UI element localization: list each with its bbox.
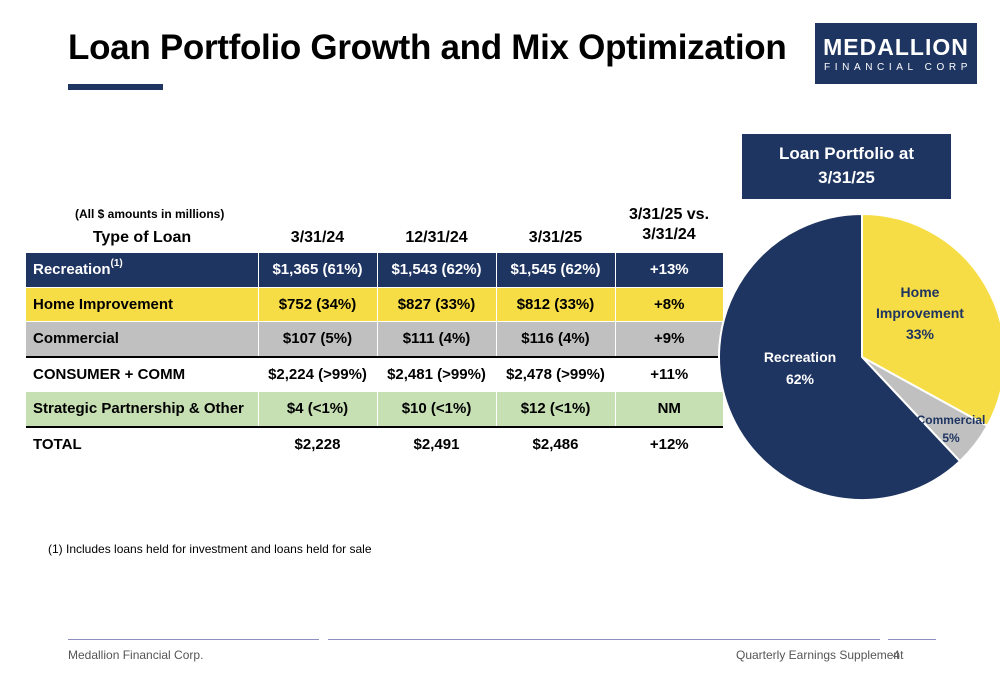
footer-divider-center: [328, 639, 880, 640]
cell-3-31-24: $2,224 (>99%): [258, 356, 378, 392]
cell-3-31-24: $2,228: [258, 426, 378, 461]
header-12-31-24: 12/31/24: [405, 229, 468, 246]
cell-12-31-24: $111 (4%): [377, 321, 497, 358]
cell-yoy-change: NM: [615, 391, 723, 428]
row-label: Recreation(1): [26, 253, 259, 288]
cell-3-31-25: $812 (33%): [496, 287, 616, 322]
table-row-consumer-comm: CONSUMER + COMM $2,224 (>99%) $2,481 (>9…: [26, 356, 723, 392]
row-label: TOTAL: [26, 426, 259, 461]
cell-3-31-25: $116 (4%): [496, 321, 616, 358]
row-label: Commercial: [26, 321, 259, 358]
cell-3-31-25: $2,486: [496, 426, 616, 461]
cell-12-31-24: $2,491: [377, 426, 497, 461]
header-yoy-line2: 3/31/24: [642, 226, 696, 243]
header-yoy-change: 3/31/25 vs. 3/31/24: [615, 205, 723, 245]
cell-3-31-25: $2,478 (>99%): [496, 356, 616, 392]
page-title: Loan Portfolio Growth and Mix Optimizati…: [68, 28, 787, 67]
cell-yoy-change: +12%: [615, 426, 723, 461]
cell-12-31-24: $1,543 (62%): [377, 253, 497, 288]
footnote: (1) Includes loans held for investment a…: [48, 542, 372, 556]
table-row-strategic-partnership: Strategic Partnership & Other $4 (<1%) $…: [26, 391, 723, 428]
cell-12-31-24: $2,481 (>99%): [377, 356, 497, 392]
logo-main-text: MEDALLION: [823, 34, 969, 60]
footer-divider-left: [68, 639, 319, 640]
pie-title-line2: 3/31/25: [818, 168, 875, 187]
row-label: Home Improvement: [26, 287, 259, 322]
units-note: (All $ amounts in millions): [75, 207, 225, 221]
cell-3-31-24: $4 (<1%): [258, 391, 378, 428]
row-label-text: Recreation: [33, 261, 111, 279]
table-row-recreation: Recreation(1) $1,365 (61%) $1,543 (62%) …: [26, 253, 723, 288]
cell-yoy-change: +9%: [615, 321, 723, 358]
cell-3-31-24: $107 (5%): [258, 321, 378, 358]
cell-12-31-24: $827 (33%): [377, 287, 497, 322]
cell-yoy-change: +13%: [615, 253, 723, 288]
header-yoy-line1: 3/31/25 vs.: [628, 206, 710, 223]
pie-title-line1: Loan Portfolio at: [778, 144, 915, 163]
pie-label-commercial-2: 5%: [942, 431, 960, 445]
header-3-31-25: 3/31/25: [528, 229, 583, 246]
title-underline: [68, 84, 163, 90]
cell-yoy-change: +8%: [615, 287, 723, 322]
header-type-of-loan: Type of Loan: [92, 229, 192, 246]
footer-divider-right: [888, 639, 936, 640]
cell-yoy-change: +11%: [615, 356, 723, 392]
pie-label-recreation-1: Recreation: [764, 349, 836, 365]
cell-3-31-24: $1,365 (61%): [258, 253, 378, 288]
pie-label-recreation-2: 62%: [786, 371, 815, 387]
cell-3-31-25: $1,545 (62%): [496, 253, 616, 288]
cell-3-31-25: $12 (<1%): [496, 391, 616, 428]
pie-label-commercial-1: Commercial: [917, 413, 986, 427]
row-label: Strategic Partnership & Other: [26, 391, 259, 428]
pie-slices: [718, 212, 1000, 501]
pie-label-home-1: Home: [901, 284, 940, 300]
pie-slice-recreation: [718, 212, 962, 501]
logo-sub-text: FINANCIAL CORP: [824, 62, 972, 73]
company-logo: MEDALLION FINANCIAL CORP: [815, 23, 977, 84]
table-row-commercial: Commercial $107 (5%) $111 (4%) $116 (4%)…: [26, 321, 723, 358]
table-row-home-improvement: Home Improvement $752 (34%) $827 (33%) $…: [26, 287, 723, 322]
loan-table: Recreation(1) $1,365 (61%) $1,543 (62%) …: [26, 253, 723, 461]
page-number: 4: [893, 648, 900, 662]
cell-12-31-24: $10 (<1%): [377, 391, 497, 428]
pie-slice-home-improvement: [861, 212, 1000, 428]
pie-label-home-3: 33%: [906, 326, 935, 342]
pie-chart-title: Loan Portfolio at 3/31/25: [742, 134, 951, 199]
row-label: CONSUMER + COMM: [26, 356, 259, 392]
pie-label-home-2: Improvement: [876, 305, 964, 321]
cell-3-31-24: $752 (34%): [258, 287, 378, 322]
footnote-marker: (1): [110, 258, 123, 270]
table-row-total: TOTAL $2,228 $2,491 $2,486 +12%: [26, 426, 723, 461]
footer-company: Medallion Financial Corp.: [68, 648, 204, 662]
footer-report-name: Quarterly Earnings Supplement: [736, 648, 904, 662]
header-3-31-24: 3/31/24: [290, 229, 345, 246]
